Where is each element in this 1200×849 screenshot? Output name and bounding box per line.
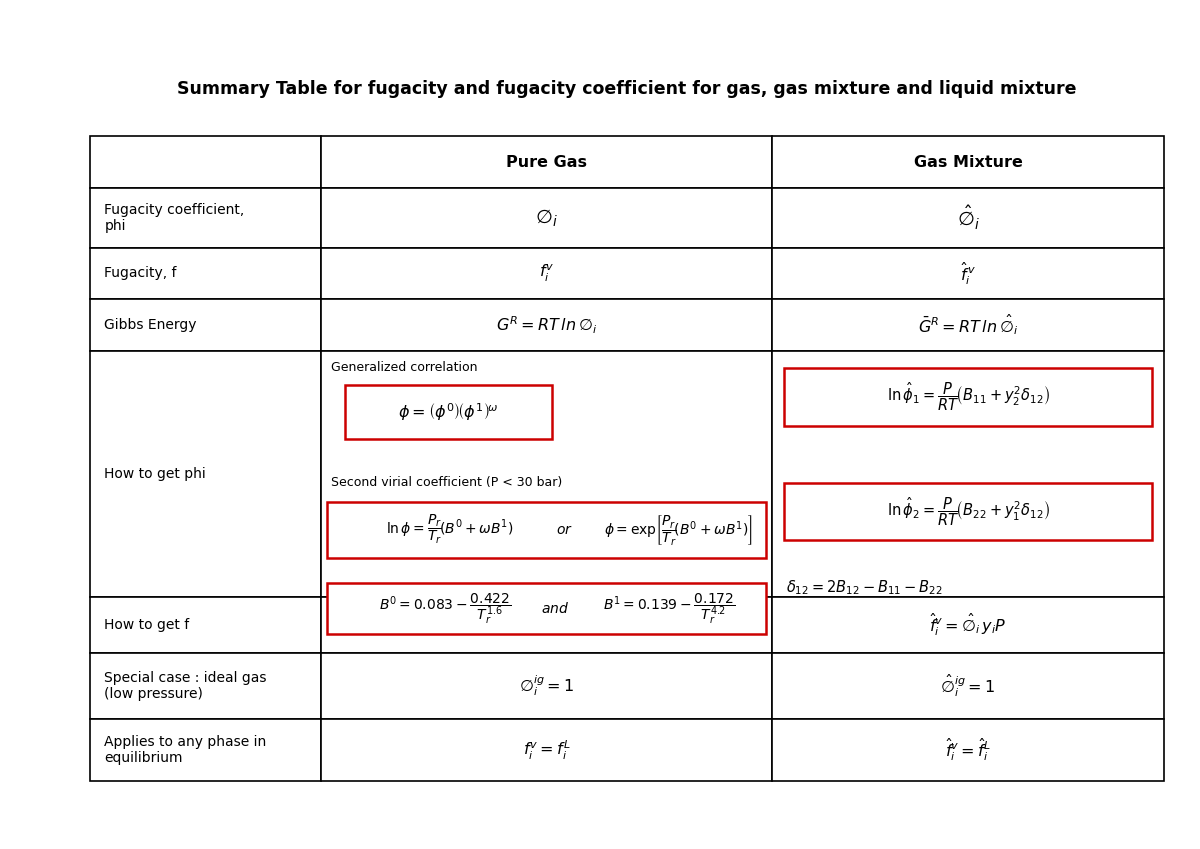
- Bar: [320, 136, 772, 188]
- Bar: [784, 483, 1152, 541]
- Text: Summary Table for fugacity and fugacity coefficient for gas, gas mixture and liq: Summary Table for fugacity and fugacity …: [178, 80, 1076, 98]
- Bar: [90, 653, 320, 719]
- Bar: [320, 248, 772, 299]
- Text: Second virial coefficient (P < 30 bar): Second virial coefficient (P < 30 bar): [330, 476, 562, 489]
- Bar: [320, 299, 772, 351]
- Text: $\hat{f}_i^v = \hat{f}_i^L$: $\hat{f}_i^v = \hat{f}_i^L$: [946, 737, 991, 763]
- Text: $or$: $or$: [556, 523, 572, 537]
- Text: $B^1 = 0.139 - \dfrac{0.172}{T_r^{4.2}}$: $B^1 = 0.139 - \dfrac{0.172}{T_r^{4.2}}$: [604, 591, 736, 627]
- Bar: [772, 351, 1164, 597]
- Bar: [320, 719, 772, 781]
- Text: $\phi = \left(\phi^0\right)\!\left(\phi^1\right)^{\!\omega}$: $\phi = \left(\phi^0\right)\!\left(\phi^…: [398, 402, 499, 423]
- Bar: [344, 385, 552, 439]
- Bar: [90, 188, 320, 248]
- Bar: [772, 719, 1164, 781]
- Text: $\hat{\emptyset}_i$: $\hat{\emptyset}_i$: [956, 204, 979, 233]
- Bar: [90, 719, 320, 781]
- Text: Fugacity, f: Fugacity, f: [104, 267, 176, 280]
- Text: How to get phi: How to get phi: [104, 467, 206, 481]
- Text: $\delta_{12} = 2B_{12} - B_{11} - B_{22}$: $\delta_{12} = 2B_{12} - B_{11} - B_{22}…: [786, 578, 943, 597]
- Bar: [772, 188, 1164, 248]
- Text: How to get f: How to get f: [104, 618, 190, 632]
- Text: $\bar{G}^R = RT\,ln\,\hat{\emptyset}_i$: $\bar{G}^R = RT\,ln\,\hat{\emptyset}_i$: [918, 312, 1018, 337]
- Bar: [772, 136, 1164, 188]
- Bar: [772, 597, 1164, 653]
- Text: $G^R = RT\,ln\,\emptyset_i$: $G^R = RT\,ln\,\emptyset_i$: [496, 314, 598, 335]
- Bar: [90, 248, 320, 299]
- Text: $f_i^v = f_i^L$: $f_i^v = f_i^L$: [522, 739, 570, 762]
- Text: Fugacity coefficient,
phi: Fugacity coefficient, phi: [104, 203, 245, 233]
- Text: $f_i^v$: $f_i^v$: [539, 262, 554, 284]
- Text: Gibbs Energy: Gibbs Energy: [104, 318, 197, 332]
- Text: Pure Gas: Pure Gas: [506, 155, 587, 170]
- Text: $\ln\phi = \dfrac{P_r}{T_r}\!\left(B^0 + \omega B^1\right)$: $\ln\phi = \dfrac{P_r}{T_r}\!\left(B^0 +…: [386, 514, 514, 547]
- Bar: [90, 597, 320, 653]
- Text: $B^0 = 0.083 - \dfrac{0.422}{T_r^{1.6}}$: $B^0 = 0.083 - \dfrac{0.422}{T_r^{1.6}}$: [379, 591, 511, 627]
- Text: Special case : ideal gas
(low pressure): Special case : ideal gas (low pressure): [104, 671, 266, 701]
- Text: $and$: $and$: [541, 601, 569, 616]
- Text: $\ln\hat{\phi}_1 = \dfrac{P}{RT}\!\left(B_{11} + y_2^2\delta_{12}\right)$: $\ln\hat{\phi}_1 = \dfrac{P}{RT}\!\left(…: [887, 380, 1050, 413]
- Bar: [90, 299, 320, 351]
- Bar: [326, 583, 766, 634]
- Bar: [772, 248, 1164, 299]
- Text: $\phi = \exp\!\left[\dfrac{P_r}{T_r}\!\left(B^0 + \omega B^1\right)\right]$: $\phi = \exp\!\left[\dfrac{P_r}{T_r}\!\l…: [604, 513, 752, 547]
- Bar: [326, 503, 766, 558]
- Bar: [320, 653, 772, 719]
- Bar: [784, 368, 1152, 426]
- Text: $\hat{f}_i^v = \hat{\emptyset}_i\,y_i P$: $\hat{f}_i^v = \hat{\emptyset}_i\,y_i P$: [929, 611, 1007, 638]
- Text: $\ln\hat{\phi}_2 = \dfrac{P}{RT}\!\left(B_{22} + y_1^2\delta_{12}\right)$: $\ln\hat{\phi}_2 = \dfrac{P}{RT}\!\left(…: [887, 495, 1050, 528]
- Bar: [320, 351, 772, 597]
- Bar: [772, 653, 1164, 719]
- Text: $\hat{\emptyset}_i^{ig} = 1$: $\hat{\emptyset}_i^{ig} = 1$: [941, 672, 996, 700]
- Bar: [772, 299, 1164, 351]
- Text: $f_i^v = \emptyset_i P$: $f_i^v = \emptyset_i P$: [515, 614, 578, 635]
- Text: Generalized correlation: Generalized correlation: [330, 362, 478, 374]
- Bar: [90, 136, 320, 188]
- Bar: [90, 351, 320, 597]
- Text: Applies to any phase in
equilibrium: Applies to any phase in equilibrium: [104, 735, 266, 765]
- Text: $\hat{f}_i^{\,v}$: $\hat{f}_i^{\,v}$: [960, 260, 976, 287]
- Text: $\emptyset_i^{ig} = 1$: $\emptyset_i^{ig} = 1$: [518, 673, 574, 699]
- Bar: [320, 597, 772, 653]
- Text: Gas Mixture: Gas Mixture: [913, 155, 1022, 170]
- Bar: [320, 188, 772, 248]
- Text: $\emptyset_i$: $\emptyset_i$: [535, 208, 558, 229]
